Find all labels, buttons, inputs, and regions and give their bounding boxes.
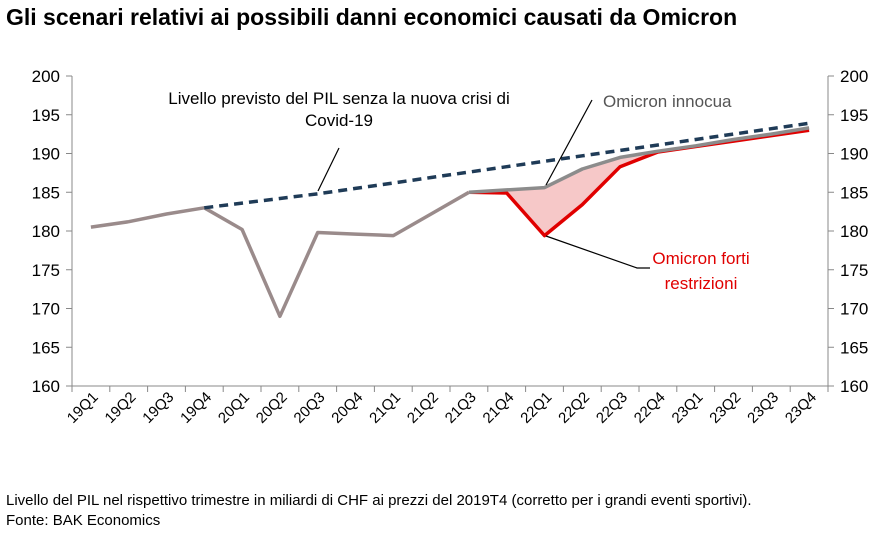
y-tick-label-left: 165 [32,338,60,357]
y-tick-label-right: 185 [840,183,868,202]
series-layer [90,121,810,319]
y-tick-label-left: 175 [32,261,60,280]
chart-title: Gli scenari relativi ai possibili danni … [6,4,738,30]
y-tick-label-left: 170 [32,300,60,319]
annotations: Livello previsto del PIL senza la nuova … [168,89,749,293]
y-tick-label-left: 200 [32,67,60,86]
footnote: Livello del PIL nel rispettivo trimestre… [6,492,752,509]
axes: 160 160 165 165 170 170 175 175 180 180 185 185 190 1… [32,67,869,427]
x-tick-label: 20Q1 [215,389,253,427]
y-tick-label-left: 190 [32,145,60,164]
x-tick-label: 20Q2 [253,389,291,427]
x-tick-label: 19Q3 [139,389,177,427]
x-tick-label: 23Q2 [706,389,744,427]
mild-annotation-label: Omicron innocua [603,92,732,111]
y-tick-label-right: 190 [840,145,868,164]
x-tick-label: 21Q3 [442,389,480,427]
x-tick-label: 22Q2 [555,389,593,427]
y-tick-label-left: 160 [32,377,60,396]
y-tick-label-right: 195 [840,106,868,125]
x-tick-label: 19Q1 [64,389,102,427]
baseline-annotation-leader [317,147,340,192]
x-tick-label: 22Q3 [593,389,631,427]
y-tick-label-right: 180 [840,222,868,241]
x-tick-label: 21Q2 [404,389,442,427]
strict-annotation-leader [545,235,650,269]
x-tick-label: 23Q4 [782,389,820,427]
source-note: Fonte: BAK Economics [6,512,161,529]
baseline-annotation-line1: Livello previsto del PIL senza la nuova … [168,89,509,108]
x-tick-label: 22Q1 [517,389,555,427]
x-tick-label: 20Q3 [291,389,329,427]
y-tick-label-left: 185 [32,183,60,202]
baseline-annotation-line2: Covid-19 [305,111,373,130]
y-tick-label-left: 195 [32,106,60,125]
omicron-gap-area [468,127,810,236]
x-tick-label: 21Q1 [366,389,404,427]
mild-annotation-leader [545,99,593,186]
series-line-mild [468,126,810,195]
y-tick-label-right: 170 [840,300,868,319]
x-tick-label: 22Q4 [631,389,669,427]
series-line-baseline [204,121,810,210]
y-tick-label-left: 180 [32,222,60,241]
y-tick-label-right: 165 [840,338,868,357]
x-tick-label: 23Q3 [744,389,782,427]
y-tick-label-right: 160 [840,377,868,396]
gap-area-layer [468,127,810,236]
x-tick-label: 20Q4 [328,389,366,427]
x-tick-label: 21Q4 [480,389,518,427]
strict-annotation-line1: Omicron forti [652,249,749,268]
x-tick-label: 19Q4 [177,389,215,427]
y-tick-label-right: 200 [840,67,868,86]
series-line-actual [90,190,470,319]
strict-annotation-line2: restrizioni [665,274,738,293]
x-tick-label: 23Q1 [669,389,707,427]
x-tick-label: 19Q2 [102,389,140,427]
y-tick-label-right: 175 [840,261,868,280]
